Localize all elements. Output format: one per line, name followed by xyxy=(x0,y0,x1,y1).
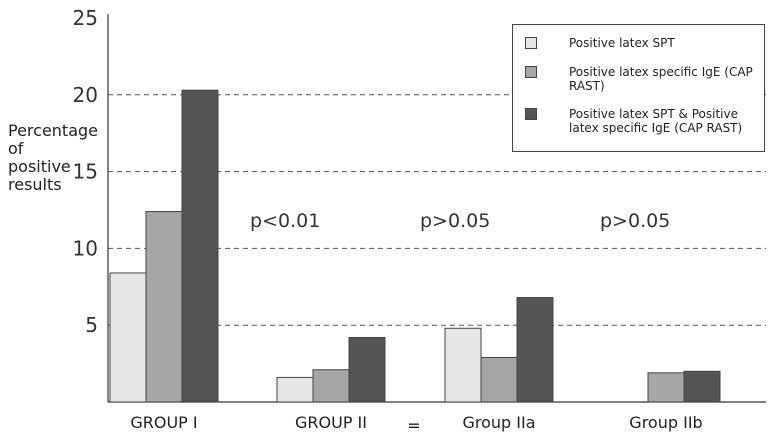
y-axis-label-line: positive xyxy=(8,157,71,176)
bar xyxy=(109,272,147,403)
bar xyxy=(312,369,350,403)
y-tick-label: 5 xyxy=(85,313,98,337)
x-tick-label: GROUP I xyxy=(130,413,197,432)
y-axis-label-line: results xyxy=(8,175,62,194)
legend: Positive latex SPT Positive latex specif… xyxy=(512,24,765,152)
x-tick-label: Group IIa xyxy=(462,413,535,432)
p-value-annotation: p>0.05 xyxy=(600,210,670,232)
bar xyxy=(647,372,685,403)
p-value-annotation: p<0.01 xyxy=(250,210,320,232)
bar xyxy=(480,356,518,403)
bar xyxy=(181,89,219,403)
x-tick-label: Group IIb xyxy=(629,413,702,432)
legend-swatch xyxy=(525,108,537,120)
y-tick-label: 20 xyxy=(73,83,98,107)
bar xyxy=(444,327,482,403)
bar xyxy=(683,370,721,403)
legend-swatch xyxy=(525,37,537,49)
p-value-annotation: p>0.05 xyxy=(420,210,490,232)
bar xyxy=(348,336,386,403)
legend-label: Positive latex specific IgE (CAP RAST) xyxy=(569,65,753,93)
y-axis-label-line: of xyxy=(8,139,24,158)
legend-label: Positive latex SPT & Positive latex spec… xyxy=(569,107,743,135)
y-axis-label: Percentage of positive results xyxy=(8,122,108,194)
y-axis-label-line: Percentage xyxy=(8,121,99,140)
legend-label: Positive latex SPT xyxy=(569,36,675,50)
y-tick-label: 10 xyxy=(73,236,98,260)
bar xyxy=(145,211,183,403)
x-tick-label: GROUP II xyxy=(295,413,367,432)
y-tick-label: 15 xyxy=(73,160,98,184)
equals-sign: = xyxy=(407,416,420,435)
bar xyxy=(516,297,554,403)
y-tick-label: 25 xyxy=(73,6,98,30)
legend-swatch xyxy=(525,66,537,78)
bar xyxy=(276,376,314,403)
